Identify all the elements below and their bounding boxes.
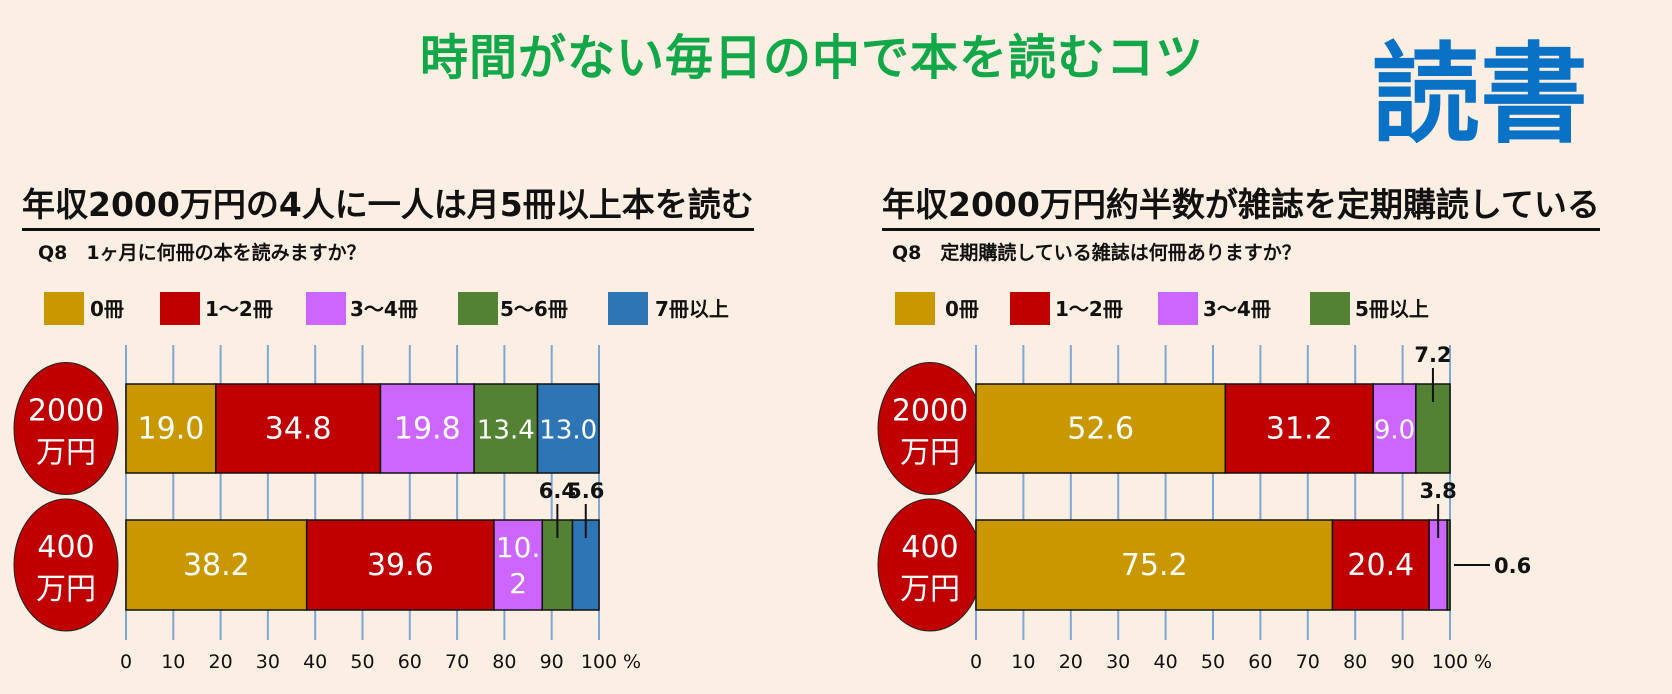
bar-segment [493, 519, 543, 611]
bar-segment [305, 519, 495, 611]
legend-swatch [1010, 292, 1050, 325]
category-label: 2000 [28, 394, 104, 429]
x-tick-label: 70 [445, 651, 469, 673]
legend-label: 1～2冊 [1055, 297, 1123, 321]
left-chart-title: 年収2000万円の4人に一人は月5冊以上本を読む [22, 178, 754, 231]
legend-label: 5冊以上 [1355, 297, 1429, 321]
bar-segment [1224, 383, 1374, 474]
x-tick-label: 80 [1343, 651, 1367, 673]
bar-segment [975, 383, 1227, 474]
data-label: 9.0 [1374, 416, 1415, 446]
bar-segment [1372, 383, 1417, 474]
x-unit-label: % [1474, 651, 1492, 673]
right-chart-title: 年収2000万円約半数が雑誌を定期購読している [882, 178, 1600, 231]
category-label: 万円 [36, 436, 96, 471]
legend-swatch [306, 292, 346, 325]
data-label: 75.2 [1121, 548, 1188, 583]
legend-label: 1～2冊 [205, 297, 273, 321]
legend-swatch [1310, 292, 1350, 325]
x-tick-label: 50 [1201, 651, 1225, 673]
x-tick-label: 10 [1011, 651, 1035, 673]
legend-swatch [895, 292, 935, 325]
legend-label: 0冊 [945, 297, 979, 321]
data-label: 7.2 [1414, 343, 1451, 367]
right-chart-question: Q8 定期購読している雑誌は何冊ありますか？ [892, 242, 1301, 264]
x-tick-label: 60 [398, 651, 422, 673]
category-label: 400 [37, 530, 94, 565]
x-tick-label: 90 [540, 651, 564, 673]
left-chart-question: Q8 1ヶ月に何冊の本を読みますか？ [38, 242, 366, 264]
x-tick-label: 100 [1432, 651, 1468, 673]
x-tick-label: 40 [303, 651, 327, 673]
big-title: 読書 [1372, 33, 1589, 158]
data-label: 0.6 [1494, 554, 1531, 578]
x-tick-label: 40 [1154, 651, 1178, 673]
legend-label: 5～6冊 [500, 297, 568, 321]
data-label: 13.0 [539, 416, 597, 446]
category-label: 400 [901, 530, 958, 565]
data-label: 6.4 [539, 479, 576, 503]
category-badge [877, 362, 983, 495]
main-title: 時間がない毎日の中で本を読むコツ [420, 30, 1205, 86]
category-label: 2000 [892, 394, 968, 429]
x-tick-label: 10 [161, 651, 185, 673]
data-label: 3.8 [1420, 479, 1457, 503]
data-label: 31.2 [1266, 412, 1333, 447]
legend-label: 3～4冊 [350, 297, 418, 321]
x-tick-label: 30 [256, 651, 280, 673]
x-tick-label: 100 [581, 651, 617, 673]
bar-segment [473, 383, 539, 474]
x-tick-label: 20 [1059, 651, 1083, 673]
data-label: 34.8 [265, 412, 332, 447]
x-tick-label: 0 [970, 651, 982, 673]
x-tick-label: 20 [209, 651, 233, 673]
data-label: 2 [509, 567, 527, 600]
x-tick-label: 90 [1391, 651, 1415, 673]
data-label: 5.6 [567, 479, 604, 503]
bar-segment [125, 519, 308, 611]
data-label: 10. [496, 531, 541, 564]
bar-segment [379, 383, 475, 474]
data-label: 13.4 [477, 416, 535, 446]
bar-segment [975, 519, 1334, 611]
data-label: 38.2 [183, 548, 250, 583]
data-label: 52.6 [1067, 412, 1134, 447]
x-tick-label: 0 [120, 651, 132, 673]
legend-label: 0冊 [90, 297, 124, 321]
x-tick-label: 80 [492, 651, 516, 673]
category-badge [13, 498, 119, 632]
x-tick-label: 70 [1296, 651, 1320, 673]
category-badge [877, 498, 983, 632]
legend-swatch [458, 292, 498, 325]
x-tick-label: 30 [1106, 651, 1130, 673]
x-unit-label: % [623, 651, 641, 673]
category-badge [13, 362, 119, 495]
legend-swatch [44, 292, 84, 325]
bar-segment [215, 383, 382, 474]
legend-swatch [608, 292, 648, 325]
bar-segment [536, 383, 600, 474]
bar-segment [1331, 519, 1430, 611]
x-tick-label: 50 [350, 651, 374, 673]
x-tick-label: 60 [1248, 651, 1272, 673]
category-label: 万円 [900, 572, 960, 607]
legend-swatch [160, 292, 200, 325]
legend-label: 3～4冊 [1203, 297, 1271, 321]
bar-segment [1446, 519, 1451, 611]
data-label: 19.8 [394, 412, 461, 447]
data-label: 20.4 [1347, 548, 1414, 583]
legend-swatch [1158, 292, 1198, 325]
category-label: 万円 [36, 572, 96, 607]
legend-label: 7冊以上 [655, 297, 729, 321]
data-label: 39.6 [367, 548, 434, 583]
category-label: 万円 [900, 436, 960, 471]
data-label: 19.0 [138, 412, 205, 447]
